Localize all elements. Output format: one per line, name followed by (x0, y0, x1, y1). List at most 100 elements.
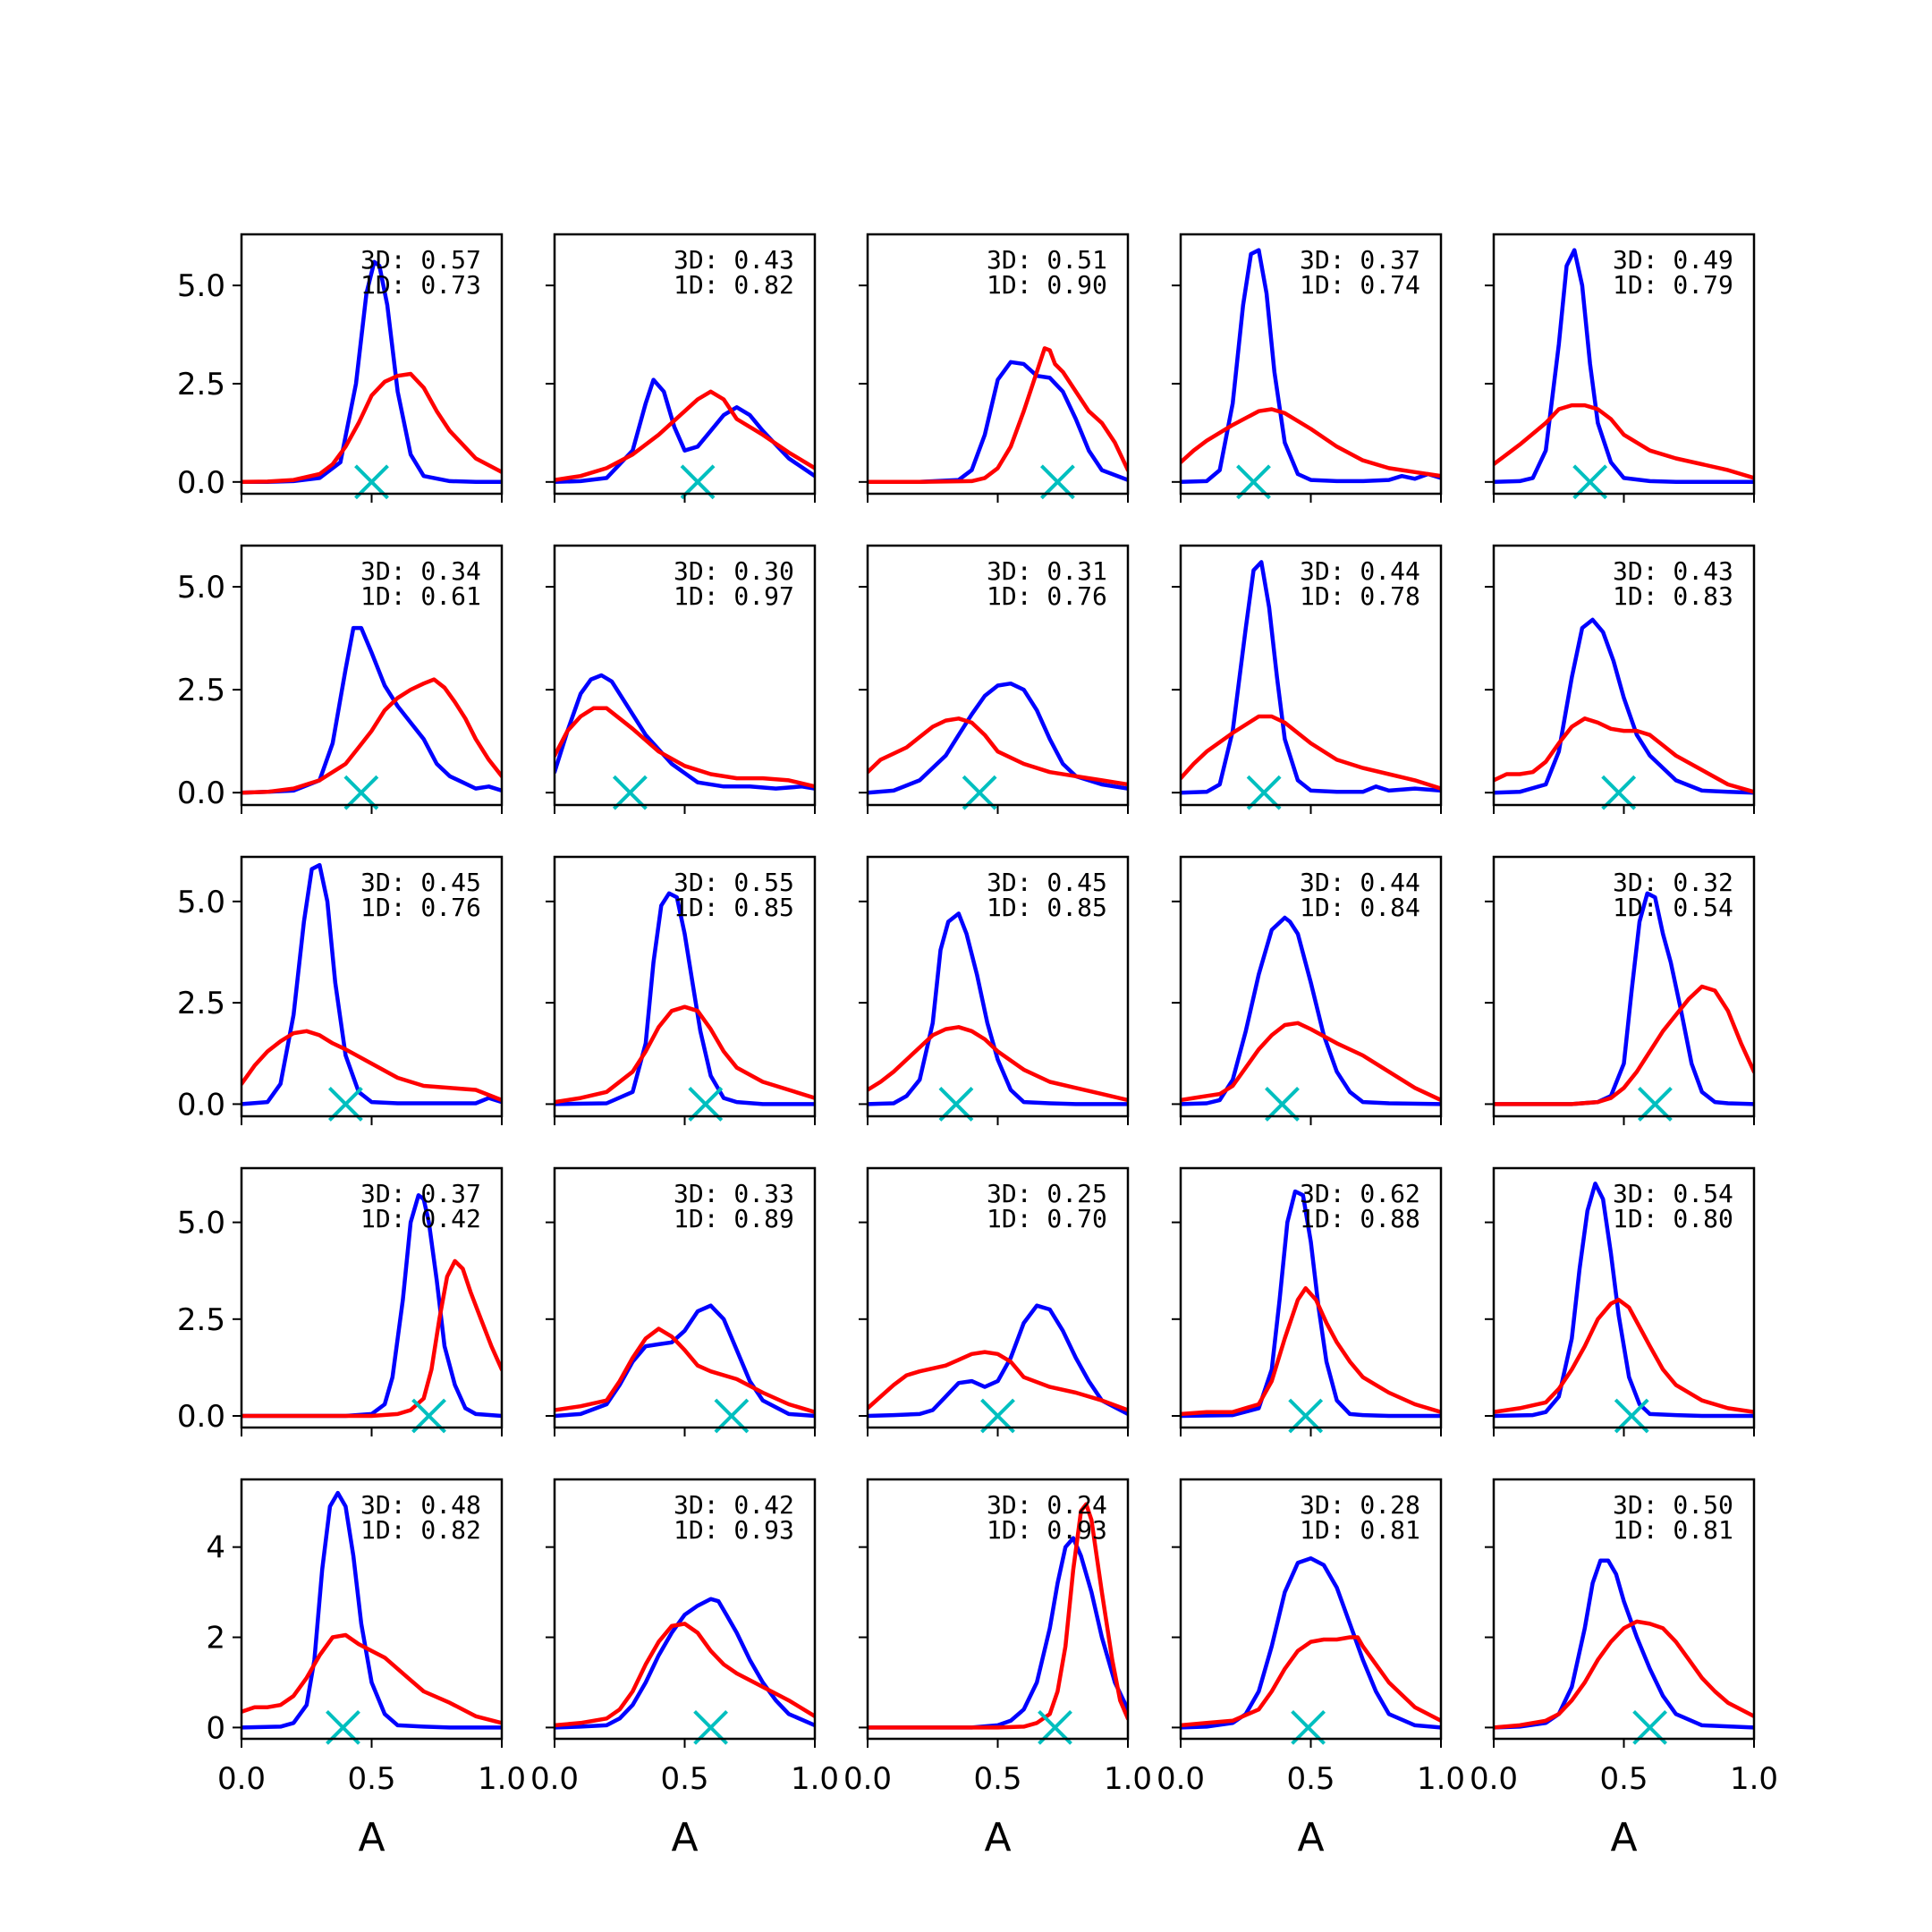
label-1d: 1D: 0.83 (1613, 581, 1733, 611)
curve-red (1181, 714, 1441, 791)
curve-red (1494, 1297, 1754, 1414)
curve-red (1494, 402, 1754, 480)
marker-stroke (938, 1086, 974, 1122)
true-value-marker (1246, 775, 1282, 810)
curve-red (868, 346, 1128, 485)
y-tick-label: 5.0 (177, 268, 225, 304)
y-tick-label: 0.0 (177, 465, 225, 501)
curve-red (1494, 716, 1754, 794)
curve-red (555, 1622, 815, 1728)
label-1d: 1D: 0.85 (674, 893, 794, 922)
curve-red (242, 1632, 502, 1725)
label-1d: 1D: 0.74 (1300, 270, 1420, 300)
label-1d: 1D: 0.42 (360, 1204, 481, 1233)
label-3d: 3D: 0.50 (1613, 1490, 1733, 1520)
curve-blue (868, 1536, 1128, 1730)
label-3d: 3D: 0.43 (674, 245, 794, 275)
x-axis-label: A (984, 1815, 1011, 1860)
label-3d: 3D: 0.24 (987, 1490, 1107, 1520)
y-tick-label: 0.0 (177, 1399, 225, 1435)
curve-blue (868, 360, 1128, 485)
label-3d: 3D: 0.43 (1613, 556, 1733, 586)
x-axis-label: A (1297, 1815, 1324, 1860)
y-tick-label: 2.5 (177, 1302, 225, 1338)
label-3d: 3D: 0.48 (360, 1490, 481, 1520)
curve-blue (1494, 1558, 1754, 1730)
curve-blue (868, 911, 1128, 1106)
label-1d: 1D: 0.80 (1613, 1204, 1733, 1233)
label-1d: 1D: 0.97 (674, 581, 794, 611)
y-tick-label: 0.0 (177, 1087, 225, 1123)
label-1d: 1D: 0.90 (987, 270, 1107, 300)
label-3d: 3D: 0.25 (987, 1179, 1107, 1208)
label-1d: 1D: 0.84 (1300, 893, 1420, 922)
x-axis-label: A (1610, 1815, 1637, 1860)
x-tick-label: 0.0 (1157, 1761, 1205, 1797)
true-value-marker (1601, 775, 1637, 810)
y-tick-label: 0 (206, 1710, 225, 1746)
label-3d: 3D: 0.55 (674, 868, 794, 897)
x-tick-label: 0.5 (973, 1761, 1021, 1797)
curve-red (555, 389, 815, 482)
x-tick-label: 0.0 (530, 1761, 579, 1797)
label-3d: 3D: 0.54 (1613, 1179, 1733, 1208)
marker-stroke (1601, 775, 1637, 810)
true-value-marker (1638, 1086, 1673, 1122)
label-1d: 1D: 0.82 (360, 1515, 481, 1545)
y-tick-label: 5.0 (177, 885, 225, 920)
label-3d: 3D: 0.45 (360, 868, 481, 897)
curve-red (868, 1350, 1128, 1412)
label-3d: 3D: 0.37 (1300, 245, 1420, 275)
true-value-marker (327, 1086, 363, 1122)
y-tick-label: 2.5 (177, 673, 225, 708)
y-tick-label: 5.0 (177, 1206, 225, 1241)
x-tick-label: 0.5 (1286, 1761, 1335, 1797)
curve-red (242, 1029, 502, 1103)
label-3d: 3D: 0.42 (674, 1490, 794, 1520)
x-tick-label: 0.0 (843, 1761, 892, 1797)
true-value-marker (343, 775, 379, 810)
curve-red (1494, 984, 1754, 1106)
curve-red (555, 706, 815, 789)
curve-blue (555, 891, 815, 1106)
true-value-marker (938, 1086, 974, 1122)
label-1d: 1D: 0.89 (674, 1204, 794, 1233)
label-3d: 3D: 0.34 (360, 556, 481, 586)
marker-stroke (327, 1086, 363, 1122)
label-1d: 1D: 0.88 (1300, 1204, 1420, 1233)
marker-stroke (962, 775, 997, 810)
x-tick-label: 1.0 (478, 1761, 526, 1797)
label-3d: 3D: 0.28 (1300, 1490, 1420, 1520)
marker-stroke (343, 775, 379, 810)
label-1d: 1D: 0.93 (987, 1515, 1107, 1545)
curve-red (1181, 1285, 1441, 1417)
curve-blue (242, 1490, 502, 1730)
x-axis-label: A (671, 1815, 698, 1860)
curve-red (1494, 1619, 1754, 1730)
label-1d: 1D: 0.93 (674, 1515, 794, 1545)
label-1d: 1D: 0.85 (987, 893, 1107, 922)
true-value-marker (962, 775, 997, 810)
curve-blue (242, 1193, 502, 1419)
x-tick-label: 0.5 (660, 1761, 708, 1797)
curve-red (242, 1258, 502, 1419)
label-1d: 1D: 0.61 (360, 581, 481, 611)
true-value-marker (688, 1086, 724, 1122)
